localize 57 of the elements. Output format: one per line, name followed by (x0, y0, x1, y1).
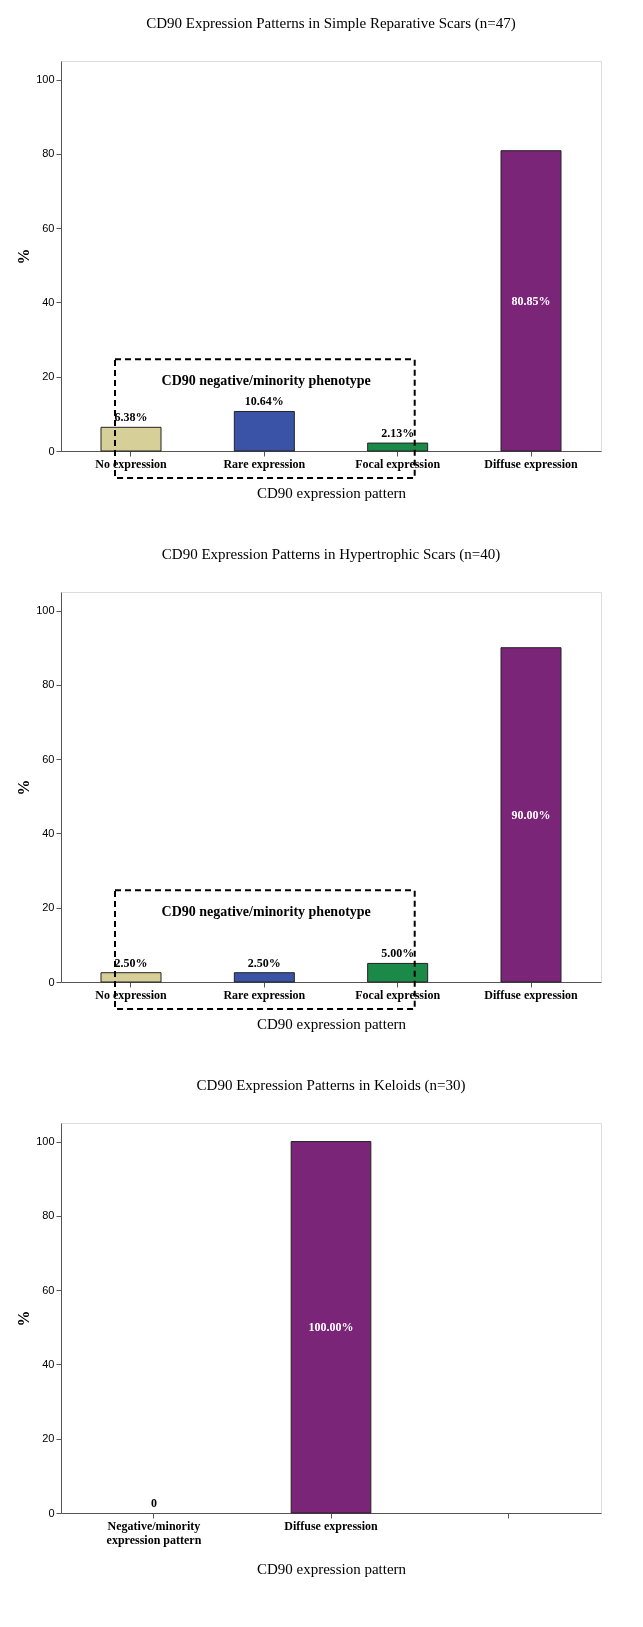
y-tick-label: 60 (42, 1283, 55, 1296)
bar (500, 150, 562, 452)
x-tick-label: Rare expression (223, 987, 306, 1002)
x-axis-title: CD90 expression pattern (256, 1015, 407, 1032)
y-axis-title: % (15, 779, 33, 796)
y-tick-label: 40 (42, 295, 55, 308)
x-tick-label: No expression (95, 456, 168, 471)
data-label: 2.13% (381, 426, 415, 441)
x-tick-label: Focal expression (355, 456, 441, 471)
data-label: 80.85% (511, 293, 551, 308)
x-tick-label: Diffuse expression (484, 987, 579, 1002)
x-tick-label: Negative/minority expression pattern (106, 1518, 202, 1547)
y-tick-label: 60 (42, 221, 55, 234)
data-label: 2.50% (247, 955, 281, 970)
data-label: 5.00% (381, 946, 415, 961)
data-label: 2.50% (114, 955, 148, 970)
y-tick-label: 80 (42, 678, 55, 691)
y-tick-label: 20 (42, 1432, 55, 1445)
bar (100, 426, 162, 452)
bar (500, 647, 562, 983)
data-label: 0 (150, 1496, 157, 1510)
y-axis-title: % (15, 1310, 33, 1327)
y-tick-label: 0 (48, 1506, 55, 1519)
x-axis-title: CD90 expression pattern (256, 484, 407, 501)
y-tick-label: 100 (36, 604, 55, 617)
chart-title: CD90 Expression Patterns in Simple Reparative Scars (n=47) (146, 15, 516, 32)
bar (367, 962, 429, 983)
y-axis-title: % (15, 248, 33, 265)
data-label: 90.00% (511, 807, 551, 822)
y-tick-label: 40 (42, 826, 55, 839)
y-tick-label: 80 (42, 1209, 55, 1222)
data-label: 6.38% (114, 410, 148, 425)
x-axis-title: CD90 expression pattern (256, 1560, 407, 1577)
x-tick-label: No expression (95, 987, 168, 1002)
annotation: CD90 negative/minority phenotype (161, 372, 371, 388)
y-tick-label: 20 (42, 901, 55, 914)
chart-title: CD90 Expression Patterns in Hypertrophic Scars (n=40) (161, 546, 501, 563)
y-tick-label: 60 (42, 752, 55, 765)
y-tick-label: 20 (42, 370, 55, 383)
x-tick-label: Focal expression (355, 987, 441, 1002)
y-tick-label: 0 (48, 444, 55, 457)
bar (233, 972, 295, 983)
y-tick-label: 100 (36, 1135, 55, 1148)
annotation: CD90 negative/minority phenotype (161, 903, 371, 919)
y-tick-label: 80 (42, 147, 55, 160)
bar (367, 442, 429, 452)
y-tick-label: 0 (48, 975, 55, 988)
data-label: 100.00% (308, 1320, 354, 1335)
y-tick-label: 100 (36, 73, 55, 86)
bar (100, 972, 162, 983)
x-tick-label: Rare expression (223, 456, 306, 471)
y-tick-label: 40 (42, 1357, 55, 1370)
x-tick-label: Diffuse expression (484, 456, 579, 471)
x-tick-label: Diffuse expression (284, 1518, 379, 1533)
bar (233, 410, 295, 452)
chart-title: CD90 Expression Patterns in Keloids (n=30) (196, 1077, 466, 1094)
data-label: 10.64% (244, 394, 284, 409)
